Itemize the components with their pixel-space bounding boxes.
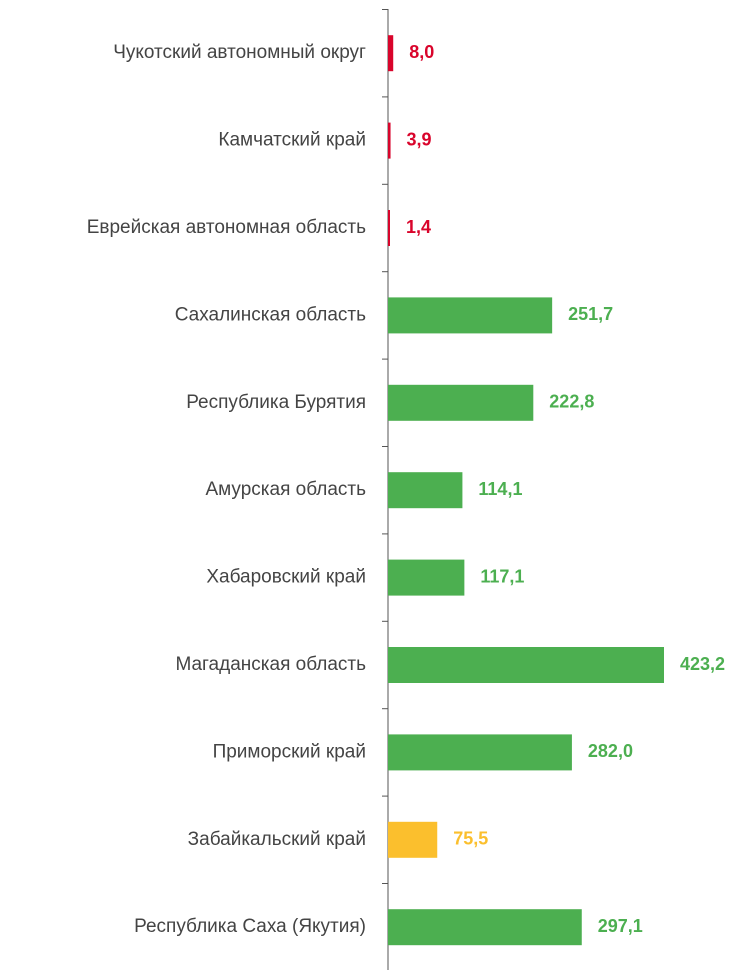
category-label: Приморский край	[213, 741, 366, 762]
category-label: Сахалинская область	[175, 304, 366, 325]
bar	[388, 647, 664, 683]
category-label: Хабаровский край	[206, 567, 366, 588]
value-label: 222,8	[549, 392, 594, 412]
bar	[388, 559, 465, 596]
bar	[388, 297, 553, 334]
value-label: 251,7	[568, 304, 613, 324]
bar	[388, 909, 582, 946]
bar	[388, 35, 394, 72]
value-label: 282,0	[588, 741, 633, 761]
bar	[388, 472, 463, 509]
category-label: Еврейская автономная область	[87, 217, 366, 238]
value-label: 423,2	[680, 654, 725, 674]
value-label: 75,5	[453, 829, 488, 849]
bar	[388, 821, 438, 858]
category-label: Республика Саха (Якутия)	[134, 916, 366, 937]
value-label: 1,4	[406, 217, 431, 237]
category-label: Чукотский автономный округ	[113, 42, 366, 63]
value-label: 297,1	[598, 916, 643, 936]
value-label: 8,0	[409, 42, 434, 62]
category-label: Забайкальский край	[188, 829, 366, 850]
value-label: 114,1	[478, 479, 522, 499]
category-label: Магаданская область	[175, 654, 366, 675]
category-label: Камчатский край	[218, 130, 366, 151]
value-label: 3,9	[407, 129, 432, 149]
bar	[388, 210, 390, 246]
category-label: Республика Бурятия	[186, 392, 366, 413]
bar	[388, 122, 391, 159]
bar	[388, 384, 534, 421]
bar	[388, 734, 572, 771]
value-label: 117,1	[480, 566, 524, 586]
category-label: Амурская область	[205, 479, 366, 500]
